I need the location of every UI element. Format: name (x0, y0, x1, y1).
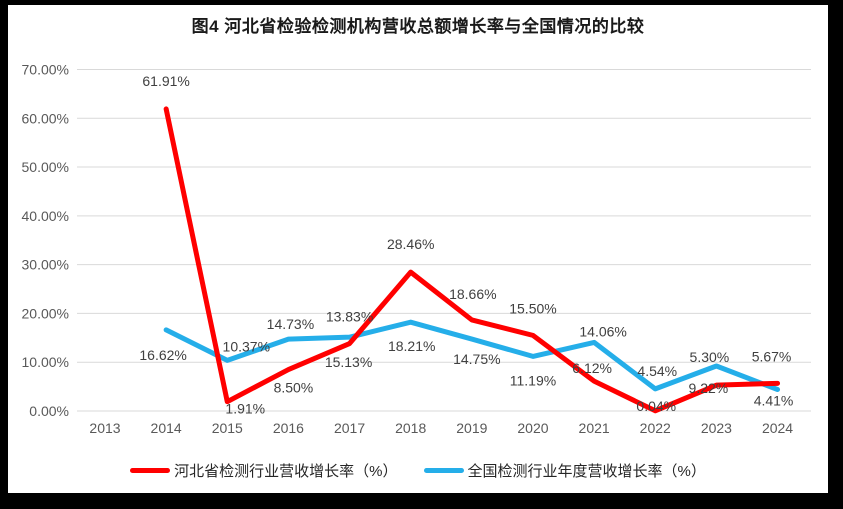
x-axis-tick-label: 2024 (762, 420, 793, 436)
series-line (163, 319, 781, 392)
y-axis-tick-label: 30.00% (22, 257, 69, 273)
x-axis-tick-label: 2020 (517, 420, 548, 436)
y-axis-tick-label: 40.00% (22, 208, 69, 224)
chart-image-panel: 图4 河北省检验检测机构营收总额增长率与全国情况的比较 0.00% 10.00% 2… (8, 5, 828, 493)
y-axis-tick-label: 70.00% (22, 61, 69, 77)
data-label: 4.54% (637, 363, 677, 379)
legend-label: 全国检测行业年度营收增长率（%） (467, 463, 706, 480)
y-axis-tick-label: 20.00% (22, 305, 69, 321)
data-label: 1.91% (225, 401, 265, 417)
y-axis-tick-label: 50.00% (22, 159, 69, 175)
data-label: 0.04% (636, 398, 676, 414)
x-axis-tick-label: 2022 (640, 420, 671, 436)
data-label: 28.46% (387, 236, 434, 252)
legend-line-swatch (423, 468, 464, 473)
x-axis-tick-label: 2015 (212, 420, 243, 436)
data-label: 13.83% (326, 309, 373, 325)
data-label: 15.50% (509, 300, 556, 316)
data-label: 14.73% (267, 316, 314, 332)
x-axis-tick-label: 2014 (151, 420, 182, 436)
y-axis-tick-label: 60.00% (22, 110, 69, 126)
x-axis-tick-label: 2016 (273, 420, 304, 436)
x-axis-tick-label: 2021 (579, 420, 610, 436)
x-axis-tick-label: 2019 (456, 420, 487, 436)
data-label: 15.13% (325, 354, 372, 370)
legend-label: 河北省检测行业营收增长率（%） (174, 463, 398, 480)
data-label: 5.30% (690, 349, 730, 365)
data-label: 6.12% (572, 360, 612, 376)
series-line (163, 106, 781, 414)
legend-item: 河北省检测行业营收增长率（%） (130, 460, 398, 481)
data-label: 61.91% (142, 73, 189, 89)
legend-line-swatch (130, 468, 171, 473)
data-label: 18.21% (388, 338, 435, 354)
data-label: 10.37% (223, 338, 270, 354)
x-axis-tick-label: 2017 (334, 420, 365, 436)
data-label: 11.19% (510, 372, 556, 388)
data-label: 4.41% (754, 392, 794, 408)
data-label: 5.67% (752, 348, 792, 364)
chart-title: 图4 河北省检验检测机构营收总额增长率与全国情况的比较 (191, 17, 645, 36)
x-axis-tick-label: 2013 (89, 420, 120, 436)
y-axis-tick-label: 10.00% (22, 354, 69, 370)
data-label: 9.22% (689, 380, 729, 396)
x-axis-tick-label: 2023 (701, 420, 732, 436)
data-label: 14.75% (453, 351, 500, 367)
x-axis-tick-label: 2018 (395, 420, 426, 436)
data-label: 16.62% (139, 347, 186, 363)
y-axis-tick-label: 0.00% (29, 403, 69, 419)
chart-legend: 河北省检测行业营收增长率（%） 全国检测行业年度营收增长率（%） (8, 460, 828, 481)
legend-item: 全国检测行业年度营收增长率（%） (423, 460, 706, 481)
data-label: 14.06% (579, 323, 626, 339)
data-label: 8.50% (274, 380, 314, 396)
data-label: 18.66% (449, 286, 496, 302)
